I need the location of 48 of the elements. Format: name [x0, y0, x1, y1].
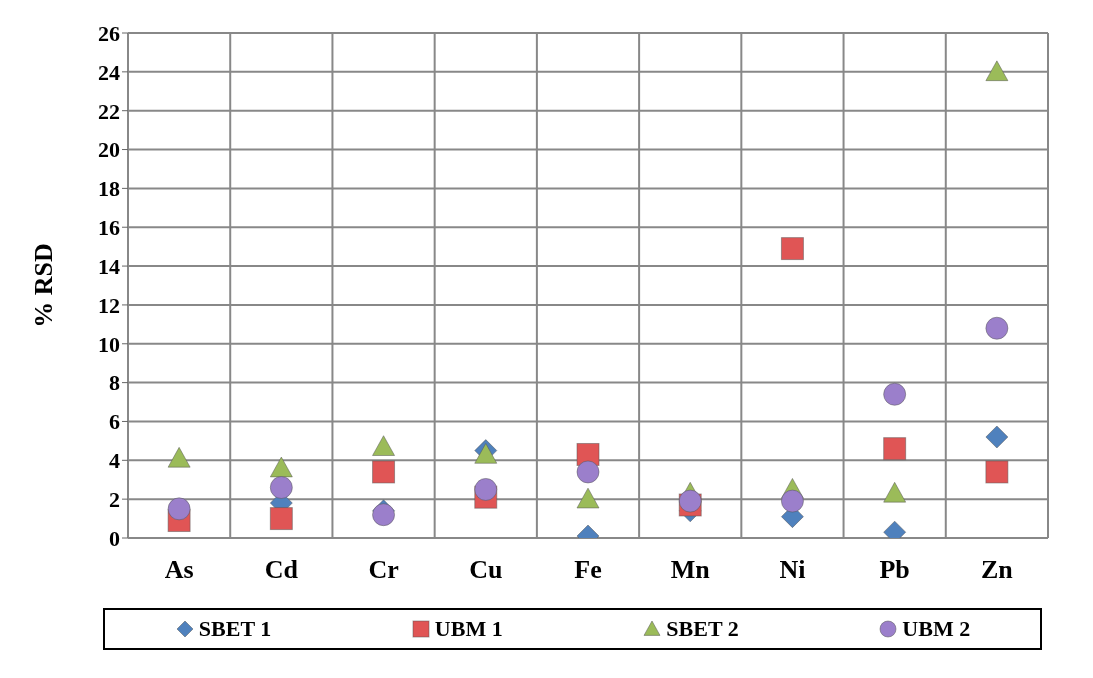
- legend-label: SBET 2: [666, 616, 739, 642]
- point: [883, 382, 907, 406]
- point: [269, 456, 293, 478]
- x-tick-label: Pb: [879, 555, 910, 585]
- x-tick-label: Cu: [469, 555, 503, 585]
- y-tick-label: 10: [98, 331, 120, 357]
- point: [474, 477, 498, 501]
- x-tick-label: Cr: [368, 555, 399, 585]
- y-tick-label: 16: [98, 215, 120, 241]
- x-tick-label: Mn: [670, 555, 711, 585]
- point: [780, 237, 804, 261]
- point: [985, 316, 1009, 340]
- y-tick-label: 8: [109, 370, 120, 396]
- y-tick-label: 18: [98, 176, 120, 202]
- point: [985, 60, 1009, 82]
- point: [780, 489, 804, 513]
- point: [269, 476, 293, 499]
- y-tick-label: 12: [98, 292, 120, 318]
- legend-label: UBM 2: [902, 616, 971, 642]
- point: [167, 446, 191, 468]
- y-tick-label: 6: [109, 409, 120, 435]
- legend-label: UBM 1: [434, 616, 503, 642]
- y-axis-title: % RSD: [29, 243, 59, 328]
- point: [372, 460, 396, 484]
- x-tick-label: Cd: [264, 555, 299, 585]
- y-tick-label: 20: [98, 137, 120, 163]
- point: [985, 460, 1009, 484]
- x-tick-label: Ni: [779, 555, 806, 585]
- point: [269, 507, 293, 531]
- point: [576, 460, 600, 484]
- y-tick-label: 0: [109, 525, 120, 551]
- y-tick-label: 26: [98, 20, 120, 46]
- y-tick-label: 22: [98, 98, 120, 124]
- y-tick-label: 24: [98, 59, 120, 85]
- x-tick-label: Zn: [980, 555, 1014, 585]
- point: [372, 435, 396, 457]
- point: [167, 497, 191, 521]
- point: [985, 425, 1009, 449]
- y-tick-label: 4: [109, 448, 120, 474]
- x-tick-label: As: [164, 555, 194, 585]
- point: [576, 487, 600, 509]
- y-tick-label: 14: [98, 253, 120, 279]
- point: [883, 481, 907, 503]
- legend-label: SBET 1: [198, 616, 272, 642]
- y-tick-label: 2: [109, 486, 120, 512]
- point: [372, 503, 396, 527]
- x-tick-label: Fe: [574, 555, 602, 585]
- point: [883, 437, 907, 461]
